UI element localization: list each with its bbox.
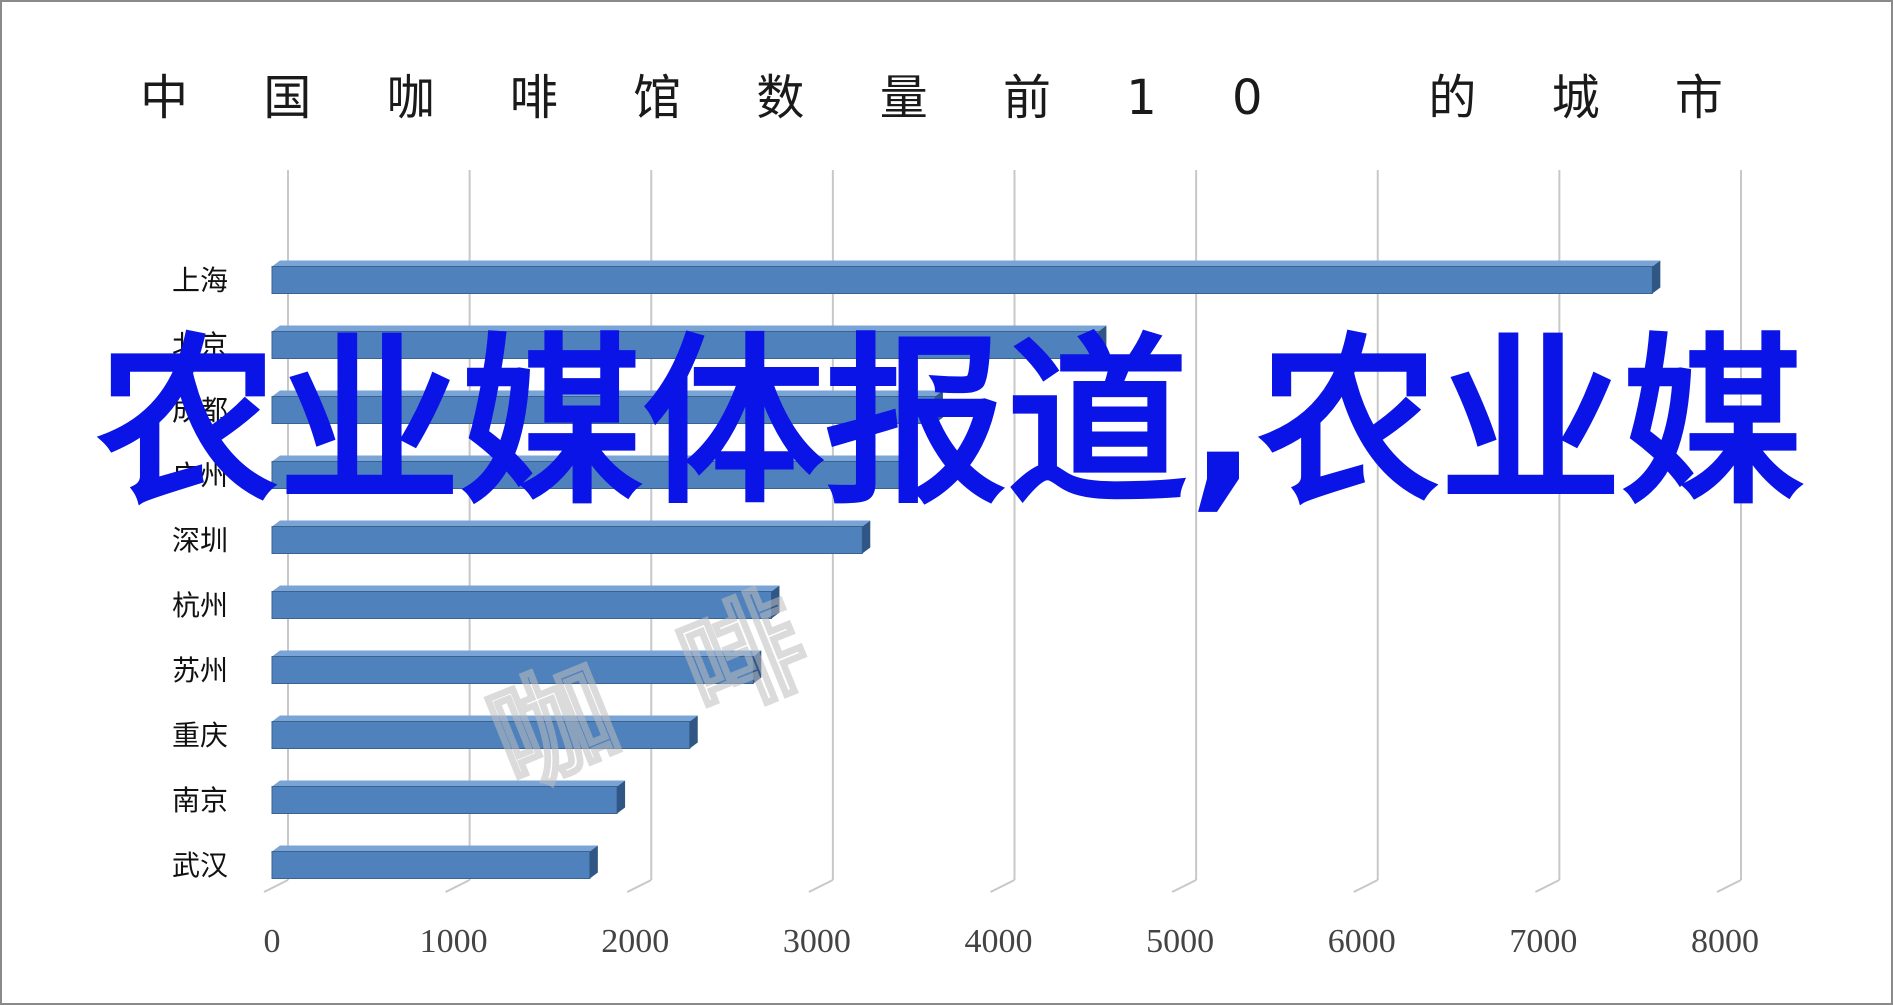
bar-top-face <box>272 780 626 787</box>
bar-top-face <box>272 325 1107 332</box>
bar <box>271 390 943 424</box>
bar-end-face <box>771 585 780 619</box>
bar-end-face <box>934 390 943 424</box>
bar-front-face <box>271 591 772 619</box>
floor-gridline <box>1353 879 1379 893</box>
x-tick-label: 0 <box>264 923 281 960</box>
floor-gridline <box>808 879 834 893</box>
category-label: 上海 <box>172 264 228 297</box>
x-tick-label: 3000 <box>783 923 851 960</box>
bar <box>271 845 598 879</box>
bar <box>271 260 1661 294</box>
floor-gridline <box>990 879 1015 893</box>
bar-end-face <box>617 780 626 814</box>
bar-end-face <box>907 455 916 489</box>
bar-front-face <box>271 461 909 489</box>
category-label: 南京 <box>172 784 228 817</box>
category-label: 杭州 <box>172 589 228 622</box>
category-label: 广州 <box>172 459 228 492</box>
x-tick-label: 2000 <box>601 923 669 960</box>
bar-front-face <box>271 331 1099 359</box>
bar-top-face <box>272 585 780 592</box>
bar-front-face <box>271 721 691 749</box>
bar-front-face <box>271 266 1653 294</box>
bar-top-face <box>272 520 871 527</box>
category-label: 苏州 <box>172 654 228 687</box>
bar-top-face <box>272 715 698 722</box>
bar-end-face <box>753 650 762 684</box>
category-label: 武汉 <box>172 849 228 882</box>
bar-end-face <box>862 520 871 554</box>
bar-front-face <box>271 851 591 879</box>
bar-end-face <box>1098 325 1107 359</box>
x-tick-label: 8000 <box>1691 923 1759 960</box>
overlay-headline: 农业媒体报道,农业媒 <box>96 317 1804 529</box>
category-label: 北京 <box>172 329 228 362</box>
bar <box>271 520 871 554</box>
bar-front-face <box>271 526 863 554</box>
bar-end-face <box>1652 260 1661 294</box>
bar <box>271 650 762 684</box>
bar-top-face <box>272 390 943 397</box>
bar-top-face <box>272 455 916 462</box>
bar <box>271 780 626 814</box>
bar-top-face <box>272 260 1661 267</box>
bar-front-face <box>271 396 936 424</box>
category-label: 重庆 <box>172 719 228 752</box>
bar-top-face <box>272 845 598 852</box>
bar-end-face <box>689 715 698 749</box>
floor-gridline <box>445 879 471 893</box>
floor-gridline <box>626 879 652 893</box>
bar <box>271 585 780 619</box>
x-tick-label: 7000 <box>1509 923 1577 960</box>
x-tick-label: 5000 <box>1146 923 1214 960</box>
category-label: 深圳 <box>172 524 228 557</box>
x-tick-label: 6000 <box>1328 923 1396 960</box>
bars <box>271 260 1661 879</box>
x-tick-label: 1000 <box>420 923 488 960</box>
category-label: 成都 <box>172 394 228 427</box>
floor-gridline <box>263 879 289 893</box>
chart-title: 中 国 咖 啡 馆 数 量 前 1 0 的 城 市 <box>140 70 1753 126</box>
x-tick-label: 4000 <box>965 923 1033 960</box>
floor-gridline <box>1716 879 1742 893</box>
bar-end-face <box>589 845 598 879</box>
bar <box>271 715 698 749</box>
bar <box>271 455 916 489</box>
x-axis-tick-labels: 0 1000 2000 3000 4000 5000 6000 7000 8000 <box>264 923 1760 960</box>
bar <box>271 325 1107 359</box>
floor-gridline <box>1534 879 1560 893</box>
bar-front-face <box>271 786 618 814</box>
floor-gridline <box>1171 879 1197 893</box>
bar-top-face <box>272 650 762 657</box>
bar-front-face <box>271 656 754 684</box>
